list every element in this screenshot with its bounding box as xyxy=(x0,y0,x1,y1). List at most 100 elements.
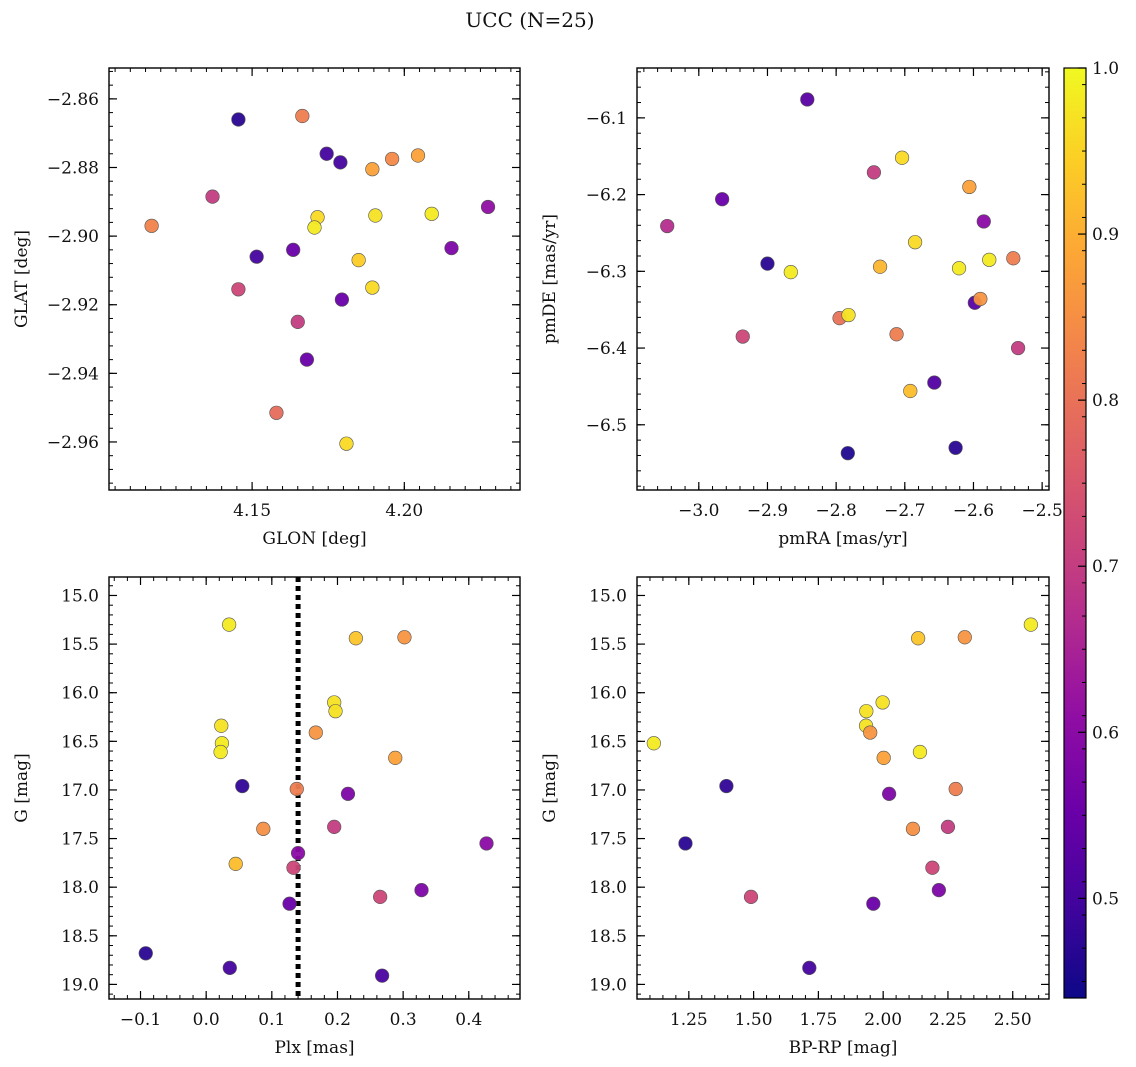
scatter-panel-bottom-left: −0.1 0.0 0.1 0.2 0.3 0.4 15.0 15.5 16.0 16.5 17.0 1… xyxy=(12,576,521,1058)
points xyxy=(144,108,496,451)
data-point xyxy=(286,242,301,257)
data-point xyxy=(678,836,693,851)
x-tick-label: 4.15 xyxy=(233,501,271,521)
data-point xyxy=(319,146,334,161)
data-point xyxy=(800,92,815,107)
y-tick-label: −2.86 xyxy=(47,90,99,110)
data-point xyxy=(715,192,730,207)
y-tick-label: 16.0 xyxy=(589,684,627,704)
data-point xyxy=(480,199,496,215)
y-tick-label: 17.5 xyxy=(589,830,627,850)
x-axis-label: pmRA [mas/yr] xyxy=(778,529,907,549)
data-point xyxy=(307,220,322,235)
data-point xyxy=(1010,340,1026,356)
colorbar-gradient xyxy=(1063,67,1087,999)
data-point xyxy=(840,446,855,461)
data-point xyxy=(1023,617,1038,632)
data-point xyxy=(289,781,304,797)
data-point xyxy=(444,241,459,256)
y-tick-label: −2.92 xyxy=(47,296,99,316)
data-point xyxy=(876,750,891,765)
data-point xyxy=(973,291,988,307)
y-tick-label: 19.0 xyxy=(589,975,627,995)
y-tick-label: −6.2 xyxy=(586,186,627,206)
data-point xyxy=(334,292,350,307)
data-point xyxy=(957,630,972,645)
data-point xyxy=(802,960,817,975)
data-point xyxy=(328,704,343,719)
data-point xyxy=(373,889,388,905)
x-axis-label: GLON [deg] xyxy=(262,529,366,549)
y-tick-label: 16.5 xyxy=(589,732,627,752)
scatter-panel-top-left: 4.15 4.20 −2.86 −2.88 −2.90 −2.92 −2.94 −2.96 GL… xyxy=(12,67,521,549)
data-point xyxy=(410,148,426,163)
data-point xyxy=(479,836,494,851)
data-point xyxy=(866,165,882,180)
data-point xyxy=(365,280,380,295)
colorbar-tick-label: 0.6 xyxy=(1092,723,1119,743)
x-tick-label: 0.2 xyxy=(324,1010,351,1030)
data-point xyxy=(660,218,675,234)
x-tick-label: −2.9 xyxy=(747,501,788,521)
x-tick-label: 0.4 xyxy=(455,1010,482,1030)
data-point xyxy=(866,896,881,911)
y-tick-label: 18.5 xyxy=(61,927,99,947)
data-point xyxy=(903,383,918,399)
y-tick-label: −6.4 xyxy=(586,339,627,359)
y-tick-label: 15.0 xyxy=(61,586,99,606)
x-tick-label: 1.25 xyxy=(670,1010,708,1030)
data-point xyxy=(783,264,798,280)
data-point xyxy=(144,218,159,233)
data-point xyxy=(365,162,380,177)
x-tick-label: 4.20 xyxy=(385,501,423,521)
x-tick-label: 0.0 xyxy=(193,1010,220,1030)
data-point xyxy=(385,151,400,167)
data-point xyxy=(911,631,926,646)
y-tick-label: −2.90 xyxy=(47,227,99,247)
y-axis-label: G [mag] xyxy=(540,753,560,822)
y-axis-label: G [mag] xyxy=(12,753,32,822)
x-tick-label: 1.50 xyxy=(735,1010,773,1030)
data-point xyxy=(327,819,342,834)
y-tick-label: 17.0 xyxy=(61,781,99,801)
x-tick-label: −0.1 xyxy=(120,1010,161,1030)
x-tick-label: 2.50 xyxy=(994,1010,1032,1030)
colorbar-tick-label: 1.0 xyxy=(1092,59,1119,79)
y-tick-label: 18.0 xyxy=(61,878,99,898)
data-point xyxy=(841,307,856,323)
data-point xyxy=(375,968,390,983)
data-point xyxy=(424,206,439,221)
data-point xyxy=(222,617,237,632)
y-tick-label: 19.0 xyxy=(61,975,99,995)
y-tick-label: 15.0 xyxy=(589,586,627,606)
points xyxy=(646,617,1038,975)
axes-frame xyxy=(636,576,1050,1000)
axes-frame xyxy=(636,67,1050,491)
colorbar-tick-label: 0.8 xyxy=(1092,391,1119,411)
data-point xyxy=(925,860,940,875)
data-point xyxy=(719,778,734,794)
data-point xyxy=(339,436,354,451)
x-tick-label: −2.6 xyxy=(953,501,994,521)
y-tick-label: 18.5 xyxy=(589,927,627,947)
data-point xyxy=(743,889,759,905)
data-point xyxy=(213,744,228,760)
colorbar: 0.5 0.6 0.7 0.8 0.9 1.0 xyxy=(1063,59,1119,999)
data-point xyxy=(222,960,237,975)
data-point xyxy=(889,327,904,342)
data-point xyxy=(290,314,305,329)
axes-frame xyxy=(108,576,521,1000)
y-tick-label: −2.88 xyxy=(47,158,99,178)
colorbar-tick-label: 0.5 xyxy=(1092,889,1119,909)
data-point xyxy=(872,259,888,274)
data-point xyxy=(388,750,403,765)
data-point xyxy=(875,695,890,710)
y-axis-label: pmDE [mas/yr] xyxy=(540,214,560,344)
y-tick-label: −6.3 xyxy=(586,262,627,282)
data-point xyxy=(940,819,956,834)
data-point xyxy=(912,744,928,760)
colorbar-tick-label: 0.9 xyxy=(1092,225,1119,245)
data-point xyxy=(340,786,356,801)
data-point xyxy=(249,249,264,264)
